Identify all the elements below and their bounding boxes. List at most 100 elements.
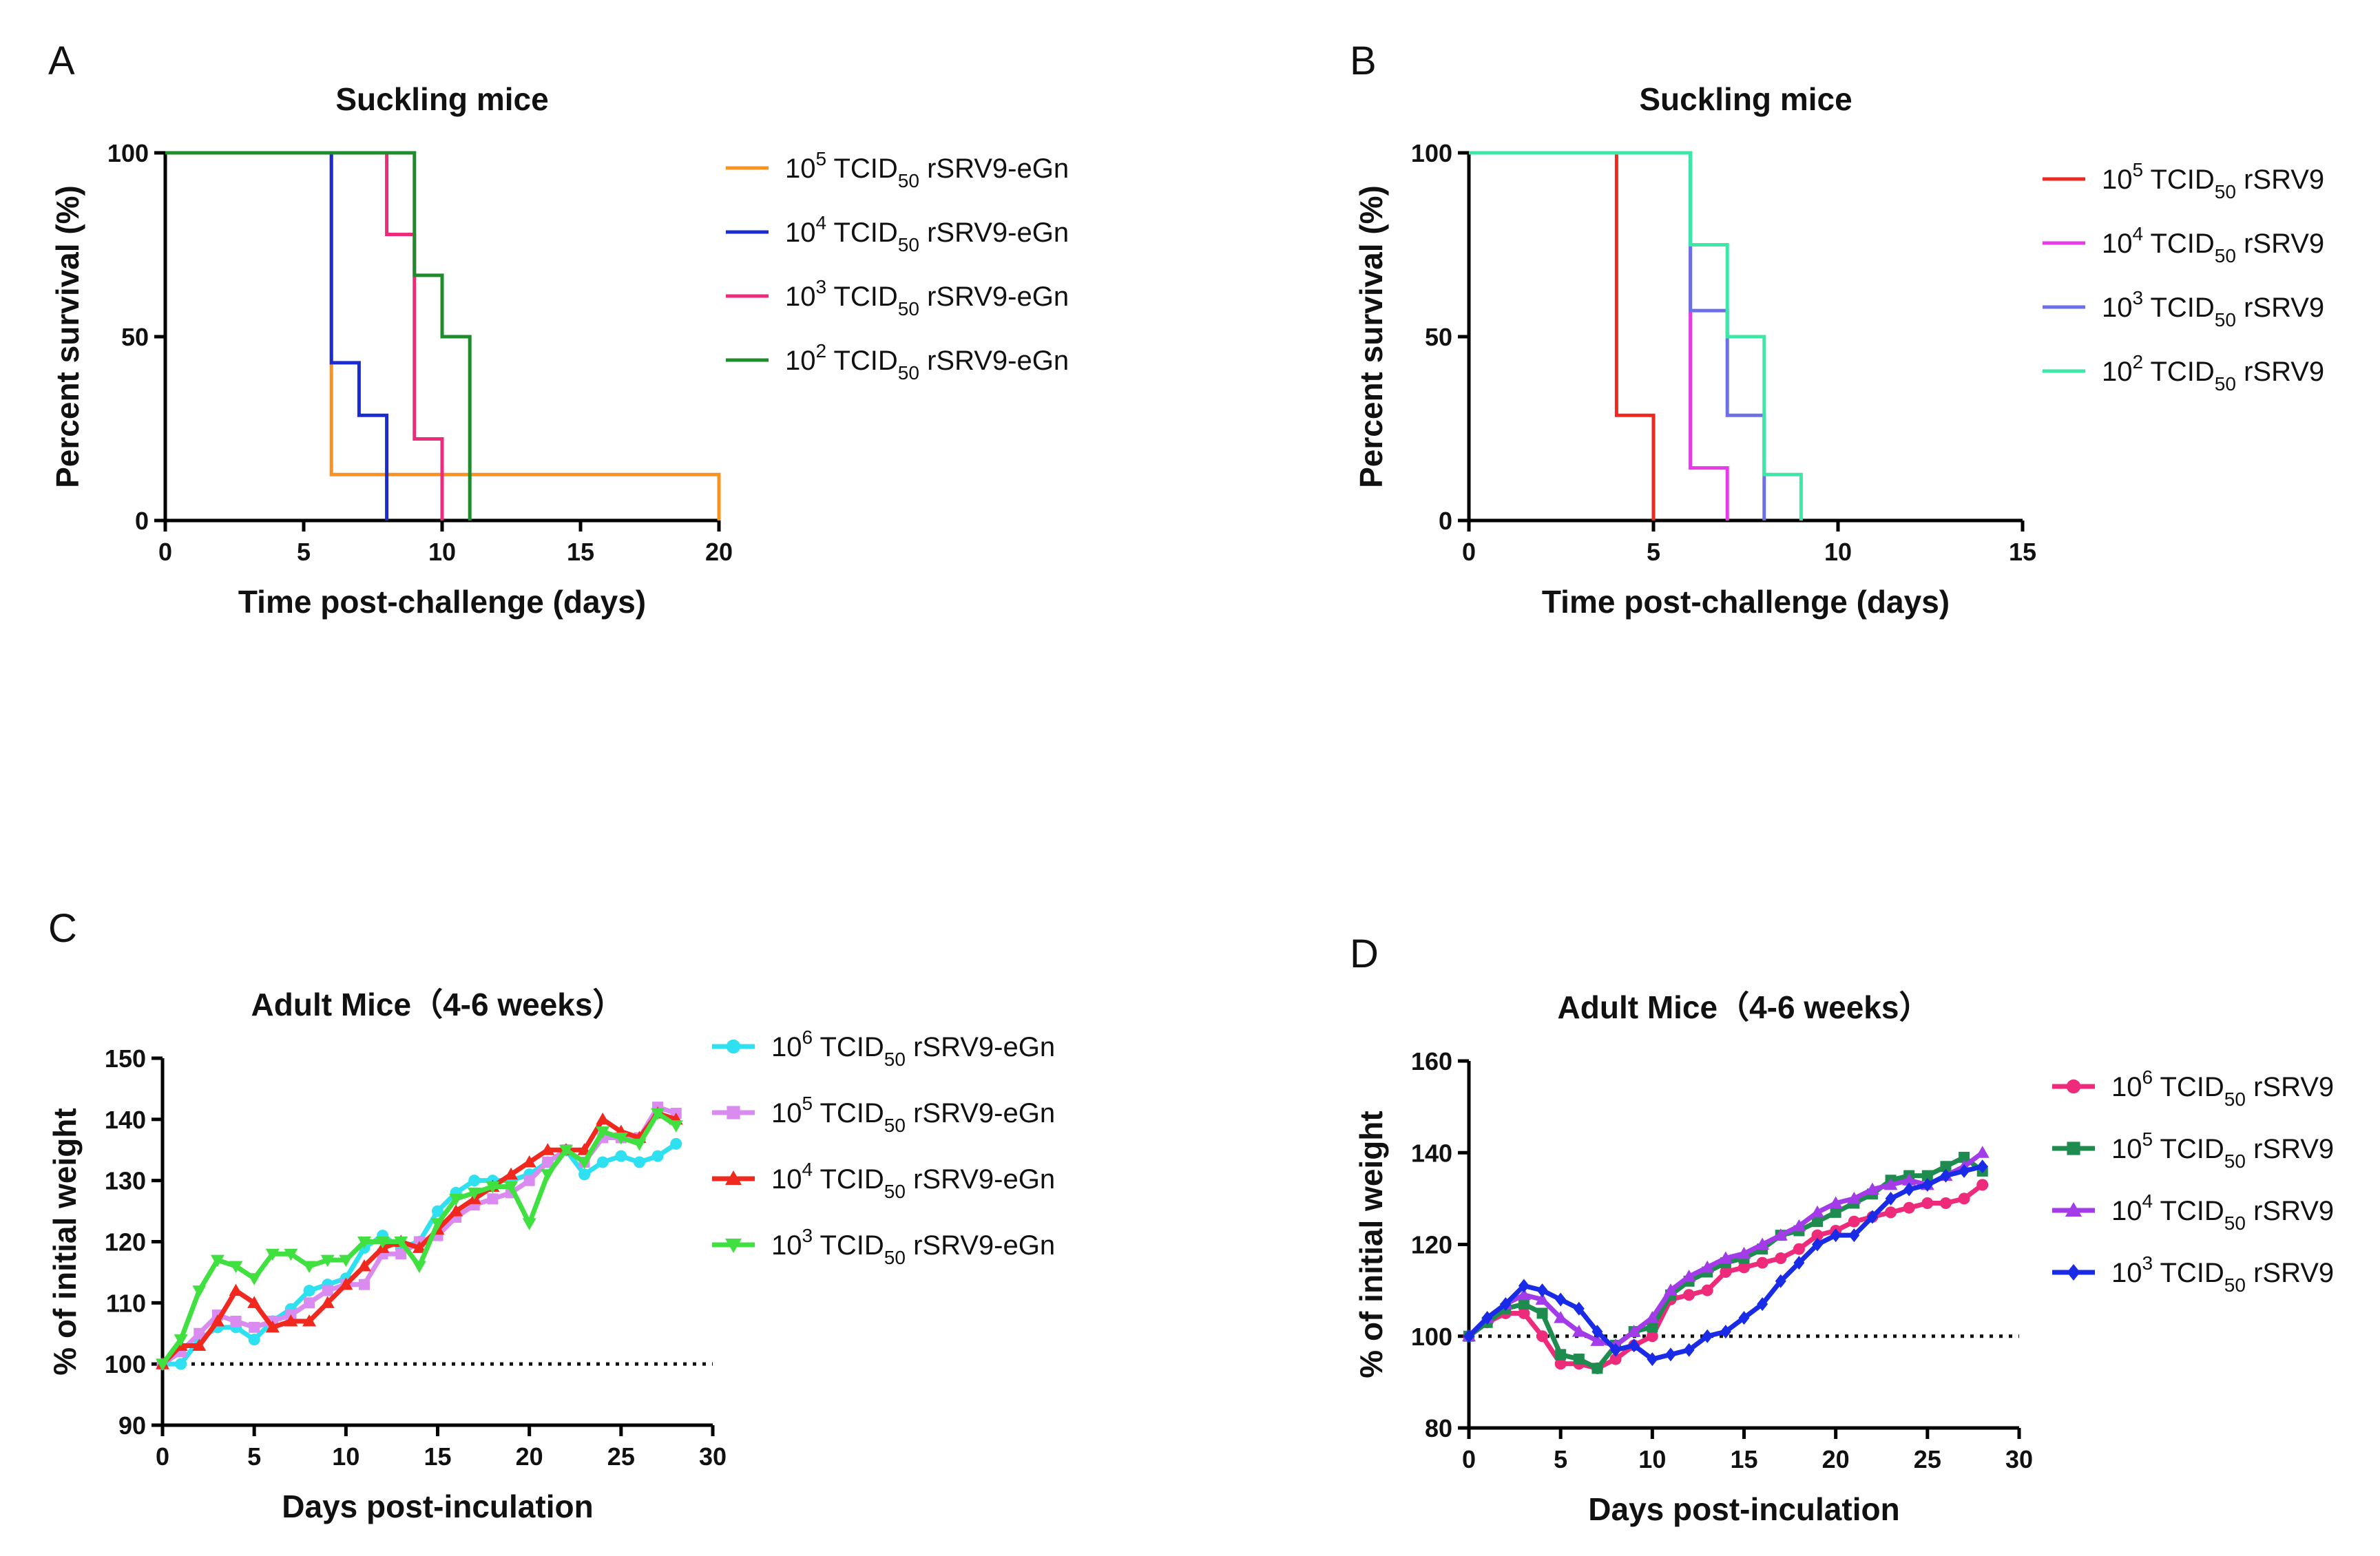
x-axis-label: Time post-challenge (days) <box>1542 584 1950 620</box>
chart-panel-a: A Suckling mice 0 5 10 15 20 0 50 100 Time post-ch… <box>48 39 1069 620</box>
y-axis-label: % of initial weight <box>1353 1111 1389 1378</box>
legend-label: 106 TCID50 rSRV9 <box>2111 1066 2334 1110</box>
data-point <box>1902 1173 1917 1186</box>
legend-entry: 102 TCID50 rSRV9-eGn <box>726 340 1069 383</box>
data-point <box>522 1218 536 1230</box>
legend-entry: 104 TCID50 rSRV9-eGn <box>712 1159 1055 1202</box>
data-point <box>412 1261 426 1274</box>
y-axis-label: Percent survival (%) <box>50 185 85 488</box>
data-point <box>320 1296 335 1308</box>
series-2-a <box>165 151 472 521</box>
data-point <box>1921 1177 1933 1192</box>
data-point <box>194 1327 205 1339</box>
data-point <box>175 1358 187 1370</box>
legend-marker <box>2065 1202 2082 1217</box>
series-4-d <box>1462 1146 1990 1351</box>
data-point <box>669 1120 683 1133</box>
data-point <box>322 1285 333 1296</box>
panel-label: C <box>48 906 77 951</box>
data-point <box>1976 1159 1988 1174</box>
data-point <box>1757 1297 1768 1312</box>
legend-label: 102 TCID50 rSRV9-eGn <box>785 340 1069 383</box>
panel-label: B <box>1350 39 1377 83</box>
data-point <box>1554 1311 1568 1323</box>
data-point <box>1848 1215 1860 1228</box>
legend-entry: 104 TCID50 rSRV9 <box>2043 223 2324 266</box>
data-point <box>1959 1164 1970 1178</box>
data-point <box>1518 1307 1530 1319</box>
data-point <box>1573 1354 1585 1365</box>
legend-label: 103 TCID50 rSRV9-eGn <box>771 1225 1055 1268</box>
data-point <box>265 1320 280 1333</box>
data-point <box>1700 1260 1715 1273</box>
data-point <box>358 1279 370 1290</box>
data-point <box>1627 1325 1641 1337</box>
legend-entry: 104 TCID50 rSRV9 <box>2052 1190 2334 1234</box>
data-point <box>248 1334 260 1346</box>
data-point <box>1775 1252 1787 1264</box>
x-tick-label: 25 <box>1914 1445 1941 1473</box>
data-point <box>1940 1161 1952 1173</box>
data-point <box>1718 1251 1733 1263</box>
data-point <box>1866 1210 1878 1224</box>
data-point <box>432 1205 443 1217</box>
data-point <box>1683 1289 1695 1301</box>
legend-marker <box>2067 1264 2080 1281</box>
legend-entry: 103 TCID50 rSRV9-eGn <box>712 1225 1055 1268</box>
legend-label: 103 TCID50 rSRV9-eGn <box>785 276 1069 319</box>
data-point <box>1720 1265 1732 1278</box>
data-point <box>596 1112 610 1125</box>
data-point <box>1702 1329 1713 1343</box>
data-point <box>1646 1330 1658 1343</box>
legend-marker <box>725 1170 742 1185</box>
data-point <box>1830 1228 1841 1243</box>
data-point <box>615 1150 627 1162</box>
y-tick-label: 150 <box>105 1044 146 1073</box>
data-point <box>523 1175 535 1186</box>
data-point <box>1756 1257 1768 1269</box>
y-tick-label: 120 <box>1411 1231 1452 1259</box>
data-point <box>559 1144 573 1157</box>
y-tick-label: 100 <box>1411 139 1452 167</box>
y-tick-label: 130 <box>105 1167 146 1195</box>
data-point <box>633 1156 645 1168</box>
y-tick-label: 110 <box>106 1289 146 1317</box>
y-tick-label: 50 <box>1425 323 1452 351</box>
data-point <box>1536 1307 1548 1319</box>
data-point <box>230 1315 242 1327</box>
data-point <box>210 1254 225 1268</box>
data-point <box>302 1261 317 1274</box>
data-point <box>1811 1229 1824 1241</box>
data-point <box>1939 1197 1952 1210</box>
x-tick-label: 5 <box>247 1442 261 1471</box>
legend-label: 104 TCID50 rSRV9 <box>2102 223 2324 266</box>
chart-title: Adult Mice（4-6 weeks） <box>251 987 625 1022</box>
x-tick-label: 15 <box>424 1442 451 1471</box>
data-point <box>1940 1168 1952 1183</box>
data-point <box>1775 1274 1786 1288</box>
data-point <box>1738 1261 1750 1274</box>
series-line <box>165 151 472 521</box>
x-tick-label: 0 <box>1462 538 1476 566</box>
data-point <box>1959 1151 1970 1163</box>
series-2-b <box>1469 151 1803 521</box>
y-tick-label: 160 <box>1411 1047 1452 1075</box>
data-point <box>1463 1329 1474 1343</box>
data-point <box>596 1126 610 1139</box>
legend-label: 102 TCID50 rSRV9 <box>2102 351 2324 395</box>
data-point <box>1903 1201 1915 1214</box>
data-point <box>210 1314 225 1327</box>
data-point <box>486 1181 500 1194</box>
data-point <box>1535 1292 1549 1305</box>
y-tick-label: 100 <box>1411 1323 1452 1351</box>
data-point <box>1903 1182 1915 1197</box>
data-point <box>1554 1358 1567 1370</box>
y-tick-label: 90 <box>118 1411 146 1440</box>
x-tick-label: 25 <box>607 1442 635 1471</box>
data-point <box>1847 1191 1861 1204</box>
data-point <box>1976 1179 1989 1191</box>
data-point <box>1481 1311 1493 1325</box>
data-point <box>1663 1283 1678 1296</box>
data-point <box>1683 1343 1695 1357</box>
legend-marker <box>2067 1142 2080 1155</box>
